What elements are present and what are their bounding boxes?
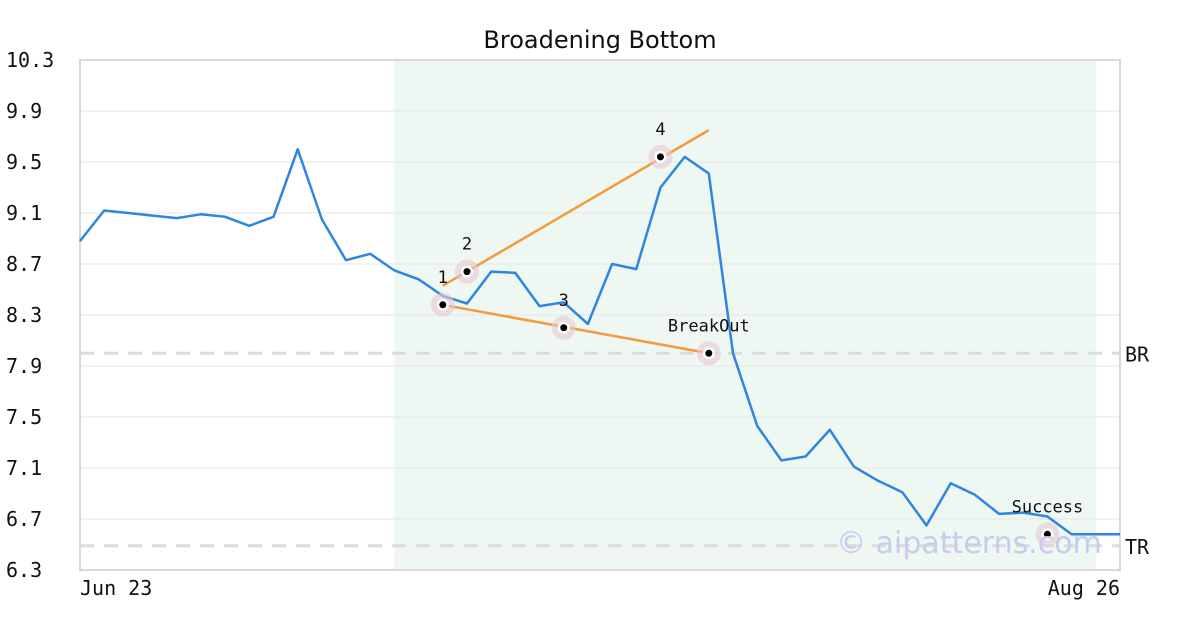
annotation-label: BreakOut bbox=[668, 316, 750, 336]
point-dot bbox=[439, 301, 447, 309]
watermark: © aipatterns.com bbox=[836, 526, 1102, 561]
annotation-label: 4 bbox=[655, 120, 665, 140]
y-tick-label: 8.3 bbox=[6, 303, 42, 327]
y-tick-label: 9.9 bbox=[6, 99, 42, 123]
price-line bbox=[79, 148, 1120, 536]
point-dot bbox=[560, 324, 568, 332]
annotation-label: Success bbox=[1012, 497, 1084, 517]
plot-frame bbox=[79, 59, 1121, 571]
y-tick-label: 7.1 bbox=[6, 456, 42, 480]
y-tick-label: 7.9 bbox=[6, 354, 42, 378]
y-tick-label: 9.1 bbox=[6, 201, 42, 225]
reference-line-label: BR bbox=[1125, 342, 1150, 366]
annotation-label: 1 bbox=[438, 268, 448, 288]
y-tick-label: 8.7 bbox=[6, 252, 42, 276]
point-dot bbox=[1043, 530, 1051, 538]
x-tick-label: Aug 26 bbox=[1048, 576, 1120, 600]
chart-title: Broadening Bottom bbox=[483, 26, 716, 54]
point-dot bbox=[705, 349, 713, 357]
x-tick-label: Jun 23 bbox=[80, 576, 152, 600]
point-dot bbox=[463, 268, 471, 276]
point-dot bbox=[656, 153, 664, 161]
trendline bbox=[442, 303, 710, 355]
annotation-label: 2 bbox=[462, 235, 472, 255]
y-tick-label: 9.5 bbox=[6, 150, 42, 174]
reference-line-label: TR bbox=[1125, 535, 1150, 559]
y-tick-label: 6.3 bbox=[6, 558, 42, 582]
y-tick-label: 10.3 bbox=[6, 48, 54, 72]
annotation-label: 3 bbox=[559, 291, 569, 311]
y-tick-label: 6.7 bbox=[6, 507, 42, 531]
y-tick-label: 7.5 bbox=[6, 405, 42, 429]
